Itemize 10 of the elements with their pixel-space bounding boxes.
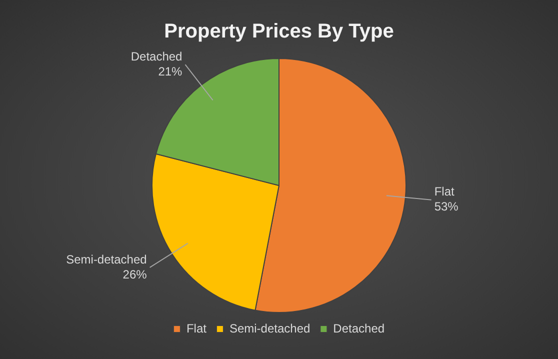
- legend-label: Semi-detached: [229, 321, 310, 336]
- data-label: 21%: [158, 64, 183, 78]
- data-label: 53%: [434, 200, 459, 214]
- legend-label: Flat: [186, 321, 208, 336]
- data-label: 26%: [122, 267, 148, 282]
- slice-label: Semi-detached: [66, 252, 147, 266]
- chart-title: Property Prices By Type: [164, 20, 394, 43]
- legend-label: Detached: [333, 321, 385, 336]
- slice-label: Flat: [434, 184, 455, 199]
- slice-label: Detached: [130, 49, 182, 64]
